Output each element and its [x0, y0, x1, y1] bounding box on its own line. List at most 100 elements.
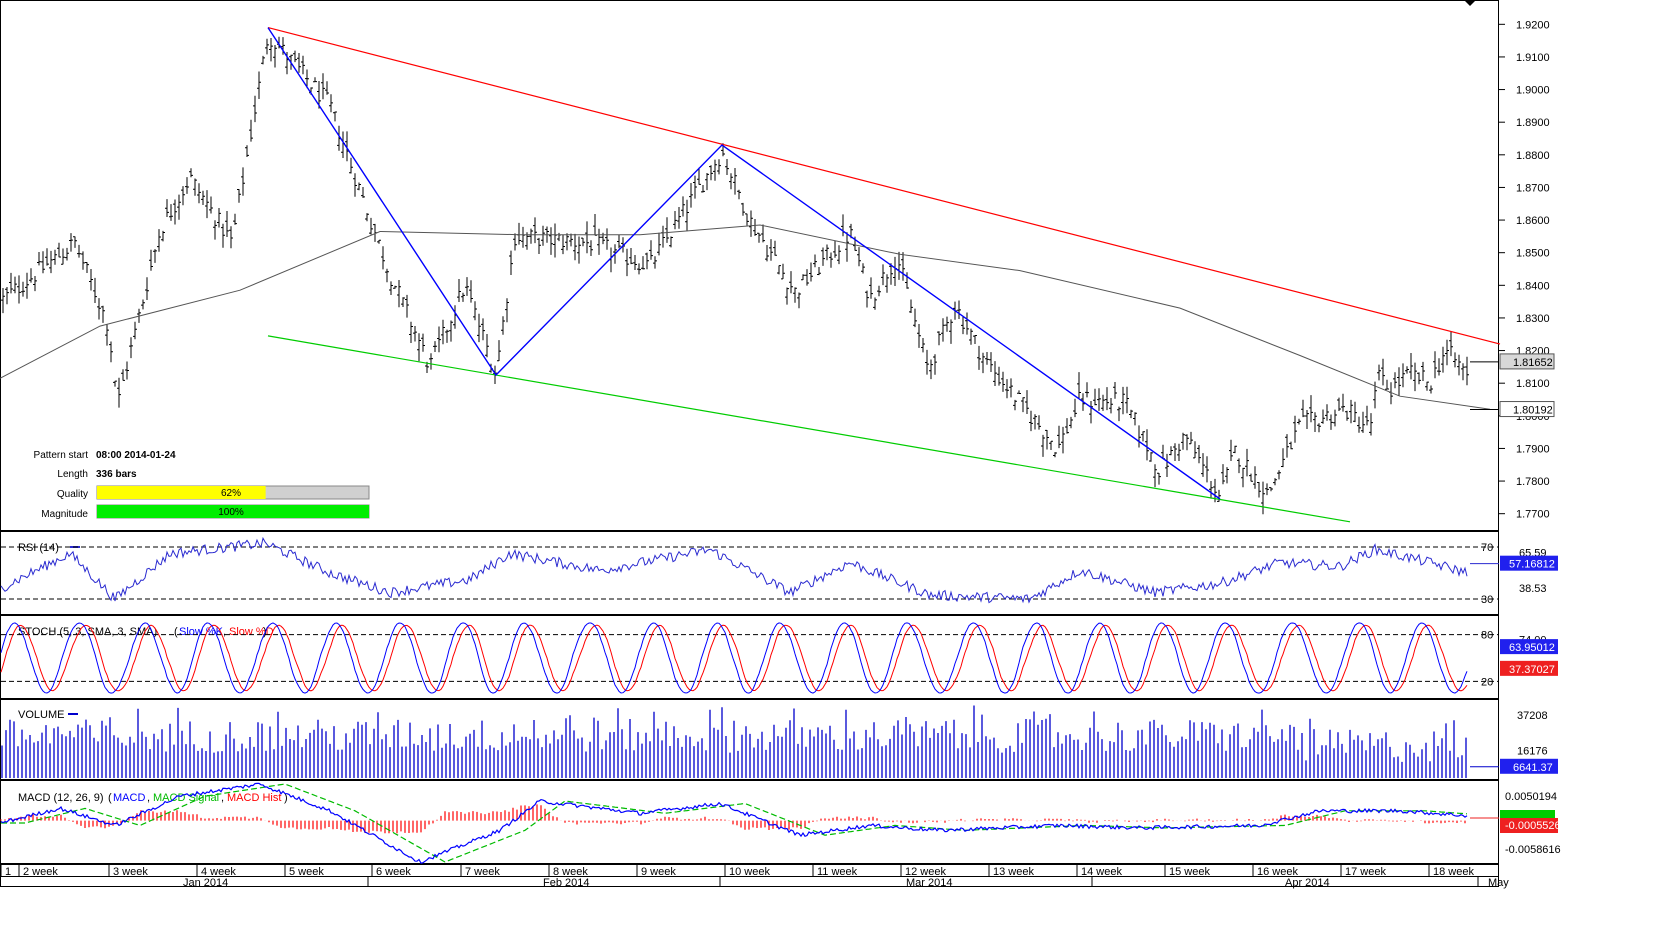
pattern-start-value: 08:00 2014-01-24: [96, 450, 176, 461]
week-label: 16 week: [1257, 866, 1298, 878]
volume-panel: VOLUME 37208 16176 6641.37: [1, 705, 1558, 778]
support-trendline: [267, 335, 1351, 523]
macd-panel: MACD (12, 26, 9) ( MACD , MACD Signal , …: [0, 782, 1561, 864]
month-axis: Jan 2014 Feb 2014 Mar 2014 Apr 2014 May: [183, 877, 1509, 889]
stoch-k-box: [1500, 639, 1558, 655]
menu-triangle-icon[interactable]: [1464, 0, 1476, 6]
month-label: May: [1488, 877, 1509, 889]
price-tick-label: 1.8300: [1516, 313, 1550, 325]
week-label: 9 week: [641, 866, 676, 878]
rsi-level-70: 70: [1481, 542, 1493, 554]
stoch-k-label: 63.95012: [1509, 642, 1555, 654]
macd-legend-open: (: [108, 792, 112, 804]
pattern-length-label: Length: [57, 469, 88, 480]
week-label: 4 week: [201, 866, 236, 878]
macd-signal-line: [1, 783, 1468, 863]
sma-value-marker: 1.80192: [1470, 401, 1555, 418]
macd-legend-sep1: ,: [147, 792, 150, 804]
stoch-level-80: 80: [1481, 630, 1493, 642]
resistance-trendline: [267, 26, 1501, 345]
stoch-legend-open: (: [174, 626, 178, 638]
volume-current-label: 6641.37: [1513, 762, 1553, 774]
price-tick-label: 1.7900: [1516, 443, 1550, 455]
price-tick-label: 1.8900: [1516, 117, 1550, 129]
week-label: 5 week: [289, 866, 324, 878]
macd-legend-hist: MACD Hist: [227, 792, 281, 804]
volume-bar-path: [1, 705, 1467, 778]
stoch-panel: STOCH (5, 3, SMA, 3, SMA) ( Slow %K , Sl…: [0, 622, 1558, 694]
price-tick-label: 1.8400: [1516, 280, 1550, 292]
price-axis: 1.9200 1.9100 1.9000 1.8900 1.8800 1.8700 1.86…: [1499, 19, 1550, 521]
macd-current-label: -0.0005526: [1505, 820, 1561, 832]
macd-title: MACD (12, 26, 9): [18, 792, 104, 804]
macd-histogram: [0, 804, 1466, 834]
pattern-length-value: 336 bars: [96, 469, 137, 480]
price-tick-label: 1.9000: [1516, 85, 1550, 97]
sma-line: [0, 224, 1491, 410]
price-tick-label: 1.8600: [1516, 215, 1550, 227]
macd-legend-signal: MACD Signal: [153, 792, 219, 804]
price-bars: [1, 36, 1469, 515]
quality-value: 62%: [221, 488, 241, 499]
rsi-current-box: [1500, 555, 1558, 571]
month-label: Apr 2014: [1285, 877, 1330, 889]
volume-tick-upper: 37208: [1517, 710, 1548, 722]
macd-legend-sep2: ,: [221, 792, 224, 804]
stoch-legend-sep: ,: [223, 626, 226, 638]
rsi-tick-lower: 38.53: [1519, 583, 1547, 595]
stoch-d-label: 37.37027: [1509, 664, 1555, 676]
week-label: 7 week: [465, 866, 500, 878]
sma-value-label: 1.80192: [1513, 405, 1553, 417]
price-tick-label: 1.8500: [1516, 248, 1550, 260]
rsi-line: [0, 536, 1468, 604]
week-label: 14 week: [1081, 866, 1122, 878]
rsi-title: RSI (14): [18, 542, 59, 554]
week-label: 2 week: [23, 866, 58, 878]
macd-legend-macd: MACD: [113, 792, 145, 804]
week-label: 1: [5, 866, 11, 878]
week-label: 6 week: [376, 866, 411, 878]
macd-tick-upper: 0.0050194: [1505, 791, 1557, 803]
price-tick-label: 1.9100: [1516, 52, 1550, 64]
price-tick-label: 1.9200: [1516, 19, 1550, 31]
price-tick-label: 1.7800: [1516, 476, 1550, 488]
macd-current-box: [1500, 818, 1558, 833]
macd-signal-box: [1500, 810, 1555, 818]
week-label: 11 week: [817, 866, 858, 878]
volume-current-box: [1500, 758, 1558, 774]
week-label: 13 week: [993, 866, 1034, 878]
stoch-d-box: [1500, 660, 1558, 676]
rsi-current-label: 57.16812: [1509, 559, 1555, 571]
rsi-level-30: 30: [1481, 594, 1493, 606]
price-bar-path: [1, 36, 1469, 515]
rsi-panel: RSI (14) 70 30 65.59 38.53 57.16812: [0, 536, 1558, 606]
magnitude-label: Magnitude: [41, 509, 88, 520]
macd-legend-close: ): [284, 792, 288, 804]
quality-label: Quality: [57, 489, 88, 500]
volume-tick-lower: 16176: [1517, 746, 1548, 758]
week-label: 18 week: [1433, 866, 1474, 878]
month-label: Feb 2014: [543, 877, 589, 889]
macd-hist-path: [0, 804, 1466, 834]
volume-bars: [1, 705, 1467, 778]
zigzag-line: [267, 27, 1221, 500]
pattern-start-label: Pattern start: [34, 450, 89, 461]
current-price-label: 1.81652: [1513, 357, 1553, 369]
stoch-d-line: [0, 624, 1468, 692]
macd-tick-lower: -0.0058616: [1505, 844, 1561, 856]
month-label: Jan 2014: [183, 877, 228, 889]
quality-bar-fill: [97, 486, 266, 499]
week-label: 10 week: [729, 866, 770, 878]
stoch-level-20: 20: [1481, 676, 1493, 688]
stoch-legend-d: Slow %D: [229, 626, 274, 638]
magnitude-bar-fill: [97, 505, 369, 518]
pattern-info: Pattern start 08:00 2014-01-24 Length 33…: [34, 450, 370, 520]
week-label: 3 week: [113, 866, 148, 878]
stoch-k-line: [0, 622, 1468, 694]
month-label: Mar 2014: [906, 877, 952, 889]
week-label: 15 week: [1169, 866, 1210, 878]
price-tick-label: 1.8800: [1516, 150, 1550, 162]
